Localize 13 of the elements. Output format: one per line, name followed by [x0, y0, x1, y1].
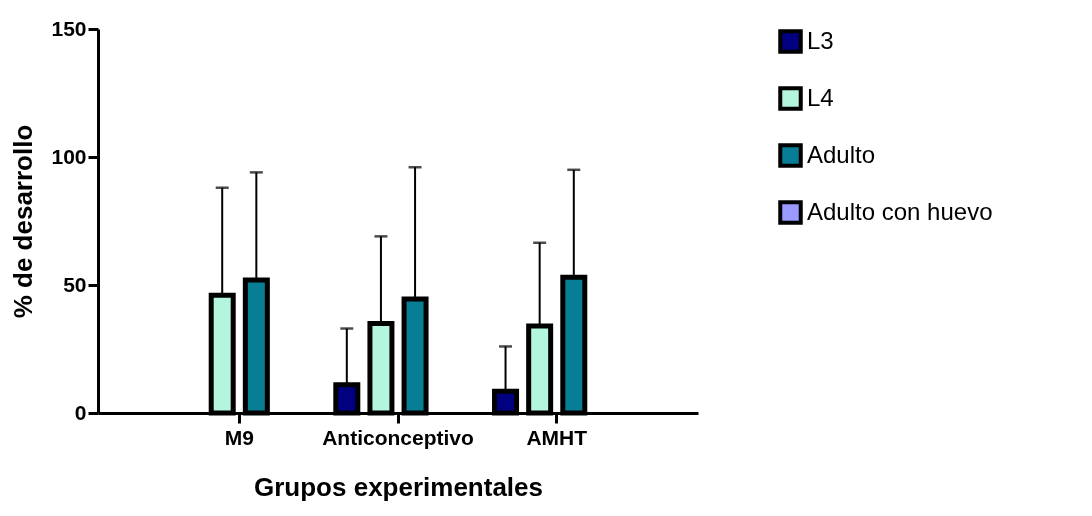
x-axis-title: Grupos experimentales: [254, 471, 543, 502]
legend-label: L4: [807, 83, 834, 111]
y-axis-title: % de desarrollo: [8, 124, 39, 319]
legend-label: Adulto con huevo: [807, 197, 993, 225]
x-tick-label: AMHT: [526, 425, 588, 449]
y-tick-label: 150: [51, 16, 87, 40]
y-tick-label: 0: [74, 400, 87, 424]
y-tick-label: 50: [63, 272, 87, 296]
legend-label: Adulto: [807, 140, 876, 168]
x-tick-label: M9: [224, 425, 254, 449]
y-tick-label: 100: [51, 144, 87, 168]
x-tick-label: Anticonceptivo: [322, 425, 474, 449]
legend-label: L3: [807, 26, 834, 54]
